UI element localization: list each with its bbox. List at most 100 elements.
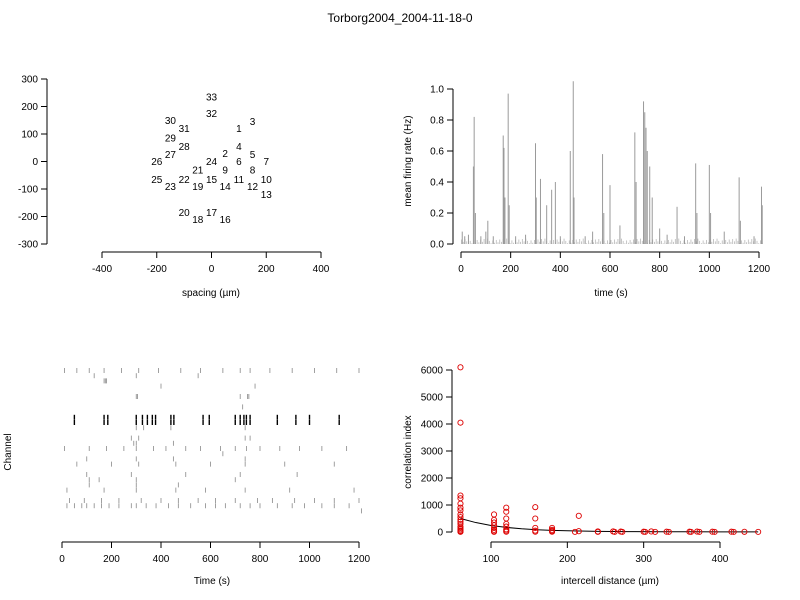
electrode-label: 15: [206, 175, 218, 186]
x-tick-label: 600: [602, 264, 619, 275]
x-tick-label: 800: [651, 264, 668, 275]
y-tick-label: 1000: [421, 501, 444, 512]
data-point: [642, 528, 649, 535]
data-point: [457, 514, 464, 521]
data-point: [503, 504, 510, 511]
data-point: [532, 515, 539, 522]
data-point: [532, 504, 539, 511]
x-tick-label: 400: [313, 264, 330, 275]
x-tick-label: 400: [712, 554, 729, 565]
data-point: [457, 528, 464, 535]
y-tick-label: 0.2: [430, 209, 444, 220]
y-tick-label: 300: [21, 75, 38, 86]
electrode-label: 33: [206, 92, 218, 103]
electrode-label: 18: [192, 215, 204, 226]
x-axis-title: Time (s): [194, 576, 230, 587]
electrode-label: 1: [236, 124, 242, 135]
electrode-label: 24: [206, 157, 218, 168]
x-tick-label: 0: [209, 264, 215, 275]
x-tick-label: 200: [502, 264, 519, 275]
electrode-label: 31: [179, 124, 191, 135]
data-point: [457, 516, 464, 523]
data-point: [571, 528, 579, 535]
data-point: [503, 528, 510, 535]
data-point: [457, 364, 464, 371]
data-point: [728, 528, 735, 535]
x-tick-label: -200: [147, 264, 167, 275]
y-tick-label: -100: [18, 185, 38, 196]
electrode-label: 12: [247, 182, 259, 193]
electrode-label: 21: [192, 165, 204, 176]
data-point: [694, 528, 701, 535]
data-point: [709, 528, 716, 535]
electrode-label: 28: [179, 142, 191, 153]
data-point: [491, 511, 498, 518]
x-axis-title: spacing (µm): [182, 288, 240, 299]
electrode-label: 32: [206, 109, 218, 120]
y-tick-label: 0.6: [430, 147, 444, 158]
data-point: [755, 528, 762, 535]
x-tick-label: 400: [153, 554, 170, 565]
y-tick-label: -300: [18, 240, 38, 251]
x-axis-title: time (s): [594, 288, 627, 299]
y-tick-label: 100: [21, 130, 38, 141]
electrode-label: 8: [250, 165, 256, 176]
x-tick-label: 0: [458, 264, 464, 275]
data-point: [491, 528, 498, 535]
data-point: [619, 528, 626, 535]
electrode-label: 26: [151, 157, 163, 168]
data-point: [503, 515, 510, 522]
electrode-label: 4: [236, 142, 242, 153]
data-point: [594, 528, 601, 535]
x-tick-label: 600: [202, 554, 219, 565]
x-tick-label: 400: [552, 264, 569, 275]
y-tick-label: 2000: [421, 474, 444, 485]
y-tick-label: 1.0: [430, 85, 444, 96]
electrode-label: 25: [151, 175, 163, 186]
electrode-label: 27: [165, 150, 177, 161]
x-tick-label: 1000: [698, 264, 721, 275]
data-point: [696, 528, 703, 535]
electrode-label: 14: [220, 182, 232, 193]
y-tick-label: 5000: [421, 393, 444, 404]
x-tick-label: 200: [103, 554, 120, 565]
data-point: [491, 522, 498, 529]
y-tick-label: 3000: [421, 447, 444, 458]
electrode-label: 30: [165, 116, 177, 127]
y-tick-label: 200: [21, 102, 38, 113]
data-point: [532, 524, 539, 532]
data-point: [741, 528, 748, 535]
electrode-label: 29: [165, 134, 177, 145]
correlation-index-panel: 100 200 300 4000100020003000400050006000int…: [403, 364, 762, 587]
x-tick-label: 1200: [348, 554, 371, 565]
x-tick-label: 200: [258, 264, 275, 275]
y-tick-label: 0.4: [430, 178, 444, 189]
data-point: [457, 504, 464, 511]
data-point: [575, 512, 582, 519]
electrode-label: 20: [179, 208, 191, 219]
data-point: [549, 524, 556, 532]
data-point: [549, 528, 556, 535]
y-axis-title: Channel: [3, 433, 14, 470]
y-tick-label: 0: [32, 157, 38, 168]
data-point: [575, 528, 582, 535]
x-tick-label: -400: [92, 264, 112, 275]
data-point: [503, 508, 510, 515]
electrode-label: 19: [192, 182, 204, 193]
electrode-label: 11: [234, 175, 245, 186]
y-tick-label: 0: [437, 528, 443, 539]
electrode-label: 6: [236, 157, 242, 168]
y-tick-label: 6000: [421, 366, 444, 377]
mean-firing-rate-panel: 0 200 400 600 800 1000 1200 0.0 0.2 0.4 0.6 0.8 1.0 t…: [403, 81, 771, 299]
data-point: [611, 528, 618, 535]
electrode-label: 7: [263, 157, 269, 168]
electrode-layout-panel: -400 -200 0 200 400 -300 -200 -100 0 100 200 300 spa…: [18, 75, 330, 300]
x-tick-label: 300: [635, 554, 652, 565]
spike-raster-panel: 0 200 400 600 800 1000 1200 Time (s) Channel: [3, 368, 371, 587]
x-tick-label: 200: [559, 554, 576, 565]
data-point: [648, 528, 655, 535]
x-tick-label: 1200: [748, 264, 771, 275]
electrode-label: 3: [250, 117, 256, 128]
electrode-label: 10: [261, 175, 273, 186]
